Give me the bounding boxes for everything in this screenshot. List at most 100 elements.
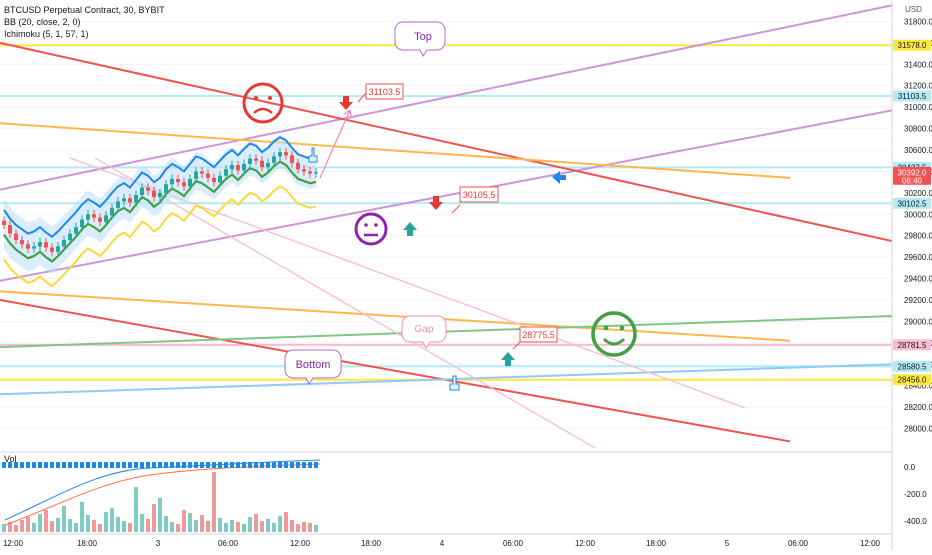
candle-body — [224, 169, 228, 176]
time-tick-label: 18:00 — [646, 539, 667, 548]
histogram-bar — [92, 462, 96, 468]
volume-bar — [242, 524, 246, 532]
volume-bar — [290, 520, 294, 532]
volume-bar — [206, 521, 210, 532]
histogram-bar — [116, 462, 120, 468]
volume-bar — [218, 518, 222, 532]
time-tick-label: 12:00 — [3, 539, 24, 548]
price-tick-label: 31400.0 — [904, 60, 932, 69]
volume-bar — [200, 515, 204, 532]
trend-line — [0, 363, 893, 396]
up-arrow-icon — [501, 352, 515, 366]
candle-body — [182, 182, 186, 187]
histogram-bar — [74, 462, 78, 468]
volume-bar — [2, 524, 6, 532]
candle-body — [110, 207, 114, 216]
symbol-title: BTCUSD Perpetual Contract, 30, BYBIT — [4, 5, 165, 15]
volume-bar — [128, 523, 132, 532]
volume-pane — [0, 451, 892, 532]
callout-28775: 28775.5 — [512, 326, 558, 350]
candle-body — [218, 175, 222, 183]
volume-bar — [164, 516, 168, 532]
projection-arrow — [319, 109, 352, 179]
volume-bar — [146, 519, 150, 532]
gap-bubble-label: Gap — [415, 324, 434, 335]
volume-bar — [122, 521, 126, 532]
volume-bar — [20, 520, 24, 532]
happy-face-icon — [591, 311, 637, 357]
price-label-text: 31578.0 — [898, 41, 927, 50]
histogram-bar — [44, 462, 48, 468]
price-label-tags: 31578.031103.530437.530392.006:4030102.5… — [893, 39, 931, 386]
candle-body — [278, 152, 282, 157]
price-label-text: 28456.0 — [898, 376, 927, 385]
candle-body — [248, 158, 252, 164]
price-label-tag — [893, 90, 931, 102]
price-tick-label: 29400.0 — [904, 275, 932, 284]
histogram-bar — [122, 462, 126, 468]
volume-bar — [74, 523, 78, 532]
time-axis[interactable]: 12:00 18:00 3 06:00 12:00 18:00 4 06:00 12:00 18:… — [3, 539, 881, 548]
candle-body — [104, 215, 108, 222]
histogram-bar — [158, 462, 162, 468]
down-arrow-icon — [429, 196, 443, 210]
candle-body — [128, 198, 132, 203]
volume-bar — [260, 521, 264, 532]
price-tick-label: 30200.0 — [904, 189, 932, 198]
histogram-bar — [212, 462, 216, 468]
histogram-bar — [176, 462, 180, 468]
bollinger-upper-band — [3, 135, 317, 239]
time-tick-label: 18:00 — [361, 539, 382, 548]
candle-body — [194, 171, 198, 179]
volume-bar — [92, 520, 96, 532]
bottom-bubble[interactable]: Bottom — [284, 349, 342, 385]
price-tick-label: 28000.0 — [904, 425, 932, 434]
top-bubble[interactable]: Top — [394, 21, 446, 57]
histogram-bar — [224, 462, 228, 468]
volume-bar — [212, 472, 216, 532]
bollinger-middle-band — [3, 160, 317, 263]
time-tick-label: 3 — [156, 539, 161, 548]
volume-bar — [56, 518, 60, 532]
candle-body — [236, 165, 240, 171]
price-label-subtext: 06:40 — [902, 176, 923, 185]
candle-body — [26, 244, 30, 249]
histogram-bar — [188, 462, 192, 468]
histogram-bar — [20, 462, 24, 468]
histogram-bar — [56, 462, 60, 468]
candle-body — [266, 162, 270, 168]
candle-body — [92, 214, 96, 218]
volume-bar — [170, 522, 174, 532]
histogram-bar — [164, 462, 168, 468]
candle-body — [50, 247, 54, 252]
candle-body — [212, 177, 216, 183]
histogram-bar — [98, 462, 102, 468]
volume-bar — [194, 520, 198, 532]
histogram-bar — [86, 462, 90, 468]
candle-body — [74, 227, 78, 234]
price-tick-label: 29800.0 — [904, 232, 932, 241]
candle-body — [20, 240, 24, 245]
histogram-bar — [110, 462, 114, 468]
left-arrow-icon — [552, 171, 566, 184]
price-label-tag — [893, 360, 931, 372]
trend-line — [0, 299, 791, 443]
volume-bar — [134, 487, 138, 532]
volume-bar — [296, 524, 300, 532]
candle-body — [314, 172, 318, 174]
candle-body — [302, 169, 306, 172]
gap-bubble[interactable]: Gap — [401, 315, 447, 349]
up-arrow-icon — [403, 222, 417, 236]
candle-body — [170, 178, 174, 185]
volume-axis: 0.0 -200.0 -400.0 — [904, 463, 927, 526]
candle-body — [146, 187, 150, 191]
candle-body — [260, 160, 264, 168]
candle-body — [80, 219, 84, 228]
histogram-bar — [68, 462, 72, 468]
volume-bar — [278, 516, 282, 532]
price-label-tag — [893, 39, 931, 51]
candle-body — [230, 165, 234, 170]
volume-bar — [62, 506, 66, 532]
candle-body — [38, 242, 42, 247]
